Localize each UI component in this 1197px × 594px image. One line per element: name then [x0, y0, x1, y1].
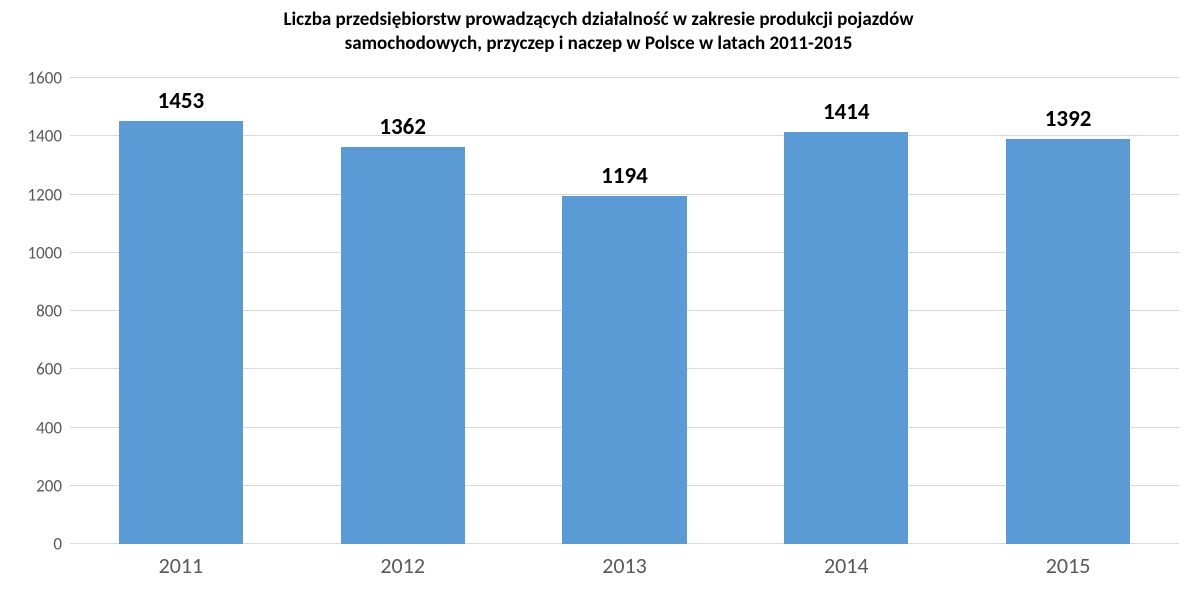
bar: 1453: [119, 121, 243, 544]
bar: 1414: [784, 132, 908, 544]
bar-slot: 1414: [735, 78, 957, 544]
bar: 1362: [341, 147, 465, 544]
chart-container: Liczba przedsiębiorstw prowadzących dzia…: [0, 0, 1197, 594]
y-tick-label: 1200: [28, 184, 70, 205]
bar: 1392: [1006, 139, 1130, 544]
x-tick-label: 2015: [957, 544, 1179, 579]
bar: 1194: [562, 196, 686, 544]
x-tick-label: 2011: [70, 544, 292, 579]
y-tick-label: 1600: [28, 68, 70, 89]
bar-value-label: 1453: [158, 87, 205, 115]
x-tick-label: 2013: [514, 544, 736, 579]
bars-layer: 1453 1362 1194 1414 1392: [70, 78, 1179, 544]
plot-area: 14531362119414141392 0200400600800100012…: [70, 78, 1179, 544]
bar-value-label: 1362: [379, 113, 426, 141]
y-tick-label: 200: [36, 475, 70, 496]
bar-value-label: 1392: [1045, 105, 1092, 133]
x-tick-label: 2014: [735, 544, 957, 579]
y-tick-label: 0: [53, 534, 70, 555]
bar-slot: 1362: [292, 78, 514, 544]
y-tick-label: 1000: [28, 242, 70, 263]
y-tick-label: 1400: [28, 126, 70, 147]
chart-title-line2: samochodowych, przyczep i naczep w Polsc…: [345, 32, 853, 55]
bar-value-label: 1194: [601, 162, 648, 190]
bar-slot: 1392: [957, 78, 1179, 544]
y-tick-label: 400: [36, 417, 70, 438]
bar-slot: 1453: [70, 78, 292, 544]
bar-value-label: 1414: [823, 98, 870, 126]
x-tick-label: 2012: [292, 544, 514, 579]
x-axis: 20112012201320142015: [70, 544, 1179, 594]
chart-title: Liczba przedsiębiorstw prowadzących dzia…: [0, 0, 1197, 56]
y-tick-label: 600: [36, 359, 70, 380]
bar-slot: 1194: [514, 78, 736, 544]
y-tick-label: 800: [36, 301, 70, 322]
chart-title-line1: Liczba przedsiębiorstw prowadzących dzia…: [283, 8, 913, 31]
